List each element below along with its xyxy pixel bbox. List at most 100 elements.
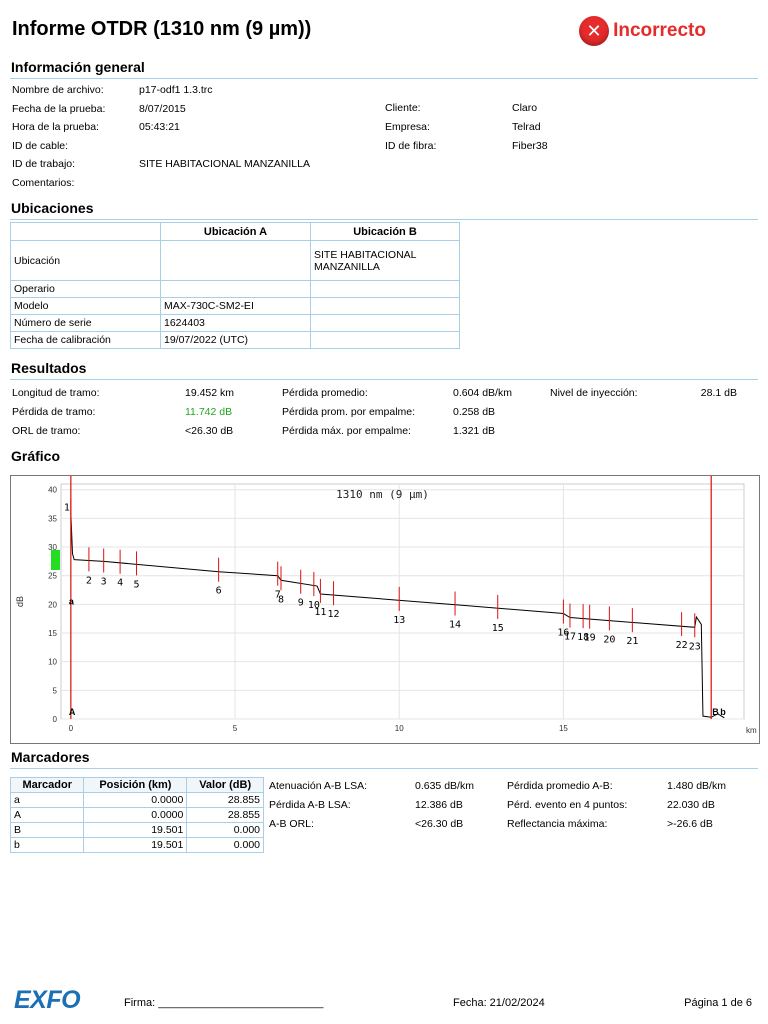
- event-label: 13: [393, 615, 405, 626]
- y-tick-label: 10: [48, 658, 57, 667]
- location-cell-label: Operario: [10, 280, 161, 298]
- general-field-label: Hora de la prueba:: [12, 121, 99, 133]
- x-tick-label: 10: [395, 724, 404, 733]
- marker-row: B 19.501 0.000: [9, 822, 264, 838]
- exfo-logo: EXFO: [14, 986, 81, 1014]
- marker-stat-value: 12.386 dB: [415, 799, 463, 811]
- marker-row: A 0.0000 28.855: [9, 807, 264, 823]
- general-field-value: SITE HABITACIONAL MANZANILLA: [139, 158, 310, 170]
- general-right-value: Telrad: [512, 121, 541, 133]
- general-right-label: Cliente:: [385, 102, 421, 114]
- result-value: 0.604 dB/km: [453, 387, 512, 399]
- event-label: 7: [275, 590, 281, 601]
- marker-stat-value: 0.635 dB/km: [415, 780, 474, 792]
- col-location-b: Ubicación B: [310, 222, 460, 241]
- general-field-value: 8/07/2015: [139, 102, 186, 115]
- otdr-graph[interactable]: 0 5 10 15 0 5 10 15 20 25 30 35 40 km dB 1310 nm (9 µm)…: [10, 475, 760, 744]
- marker-row: a 0.0000 28.855: [9, 792, 264, 808]
- general-right-label: ID de fibra:: [385, 140, 437, 152]
- event-label: 23: [689, 641, 701, 652]
- location-cell-a: [160, 240, 311, 281]
- y-tick-label: 0: [53, 715, 58, 724]
- marker-stat-value: 1.480 dB/km: [667, 780, 726, 792]
- marker-cell: B: [9, 822, 85, 838]
- x-axis-label: km: [746, 726, 757, 735]
- event-label: 8: [278, 594, 284, 605]
- result-label: Pérdida de tramo:: [12, 406, 96, 418]
- event-label: 6: [216, 586, 222, 597]
- result-label: Pérdida máx. por empalme:: [282, 425, 411, 437]
- marker-stat-label: Pérdida promedio A-B:: [507, 780, 613, 792]
- marker-stat-label: Pérdida A-B LSA:: [269, 799, 351, 811]
- fail-icon: ✕: [579, 16, 610, 46]
- section-results-title: Resultados: [11, 360, 87, 376]
- event-label: 19: [584, 633, 596, 644]
- markers-table: Marcador Posición (km) Valor (dB) a 0.0000 2…: [9, 777, 264, 853]
- divider: [10, 219, 758, 220]
- marker-stat-value: 22.030 dB: [667, 799, 715, 811]
- location-cell-a: 1624403: [160, 314, 311, 332]
- general-right-label: Empresa:: [385, 121, 430, 133]
- general-field-value: 05:43:21: [139, 121, 180, 133]
- event-label: 20: [603, 634, 615, 645]
- location-row: Ubicación SITE HABITACIONAL MANZANILLA: [10, 240, 460, 281]
- marker-cell: 0.000: [186, 837, 264, 853]
- marker-stat-label: Atenuación A-B LSA:: [269, 780, 368, 792]
- marker-cell: 0.000: [186, 822, 264, 838]
- location-cell-label: Número de serie: [10, 314, 161, 332]
- divider: [10, 78, 758, 79]
- y-tick-label: 30: [48, 543, 57, 552]
- marker-stat-label: Reflectancia máxima:: [507, 818, 608, 830]
- result-value: 19.452 km: [185, 387, 235, 399]
- general-field-label: Fecha de la prueba:: [12, 102, 106, 115]
- status-text: Incorrecto: [613, 20, 706, 41]
- locations-corner: [10, 222, 161, 241]
- marker-row: b 19.501 0.000: [9, 837, 264, 853]
- col-location-a: Ubicación A: [160, 222, 311, 241]
- location-cell-b: [310, 297, 460, 315]
- general-field-label: ID de cable:: [12, 139, 69, 152]
- location-cell-b: SITE HABITACIONAL MANZANILLA: [310, 240, 460, 281]
- marker-cell: a: [9, 792, 85, 808]
- section-markers-title: Marcadores: [11, 749, 90, 765]
- marker-cell: 28.855: [186, 792, 264, 808]
- y-tick-label: 20: [48, 600, 57, 609]
- result-value: <26.30 dB: [185, 425, 234, 437]
- location-cell-a: 19/07/2022 (UTC): [160, 331, 311, 349]
- divider: [10, 768, 758, 769]
- signature-line: Firma: ___________________________: [124, 997, 324, 1009]
- location-cell-b: [310, 314, 460, 332]
- marker-cell: 0.0000: [83, 792, 188, 808]
- location-row: Número de serie 1624403: [10, 314, 460, 332]
- general-field-label: ID de trabajo:: [12, 158, 76, 170]
- location-row: Modelo MAX-730C-SM2-EI: [10, 297, 460, 315]
- location-cell-label: Ubicación: [10, 240, 161, 281]
- general-right-value: Fiber38: [512, 140, 548, 152]
- x-tick-label: 0: [69, 724, 74, 733]
- result-value: 0.258 dB: [453, 406, 496, 418]
- result-value: 1.321 dB: [453, 425, 496, 437]
- general-field-value: p17-odf1 1.3.trc: [139, 84, 213, 96]
- locations-table: Ubicación A Ubicación B Ubicación SITE HA…: [10, 222, 460, 349]
- page-number: Página 1 de 6: [684, 997, 752, 1009]
- event-label: 10: [308, 600, 320, 611]
- location-cell-a: [160, 280, 311, 298]
- result-label: ORL de tramo:: [12, 425, 81, 437]
- section-locations-title: Ubicaciones: [11, 200, 94, 216]
- event-label: 3: [101, 577, 107, 588]
- y-tick-label: 25: [48, 572, 57, 581]
- marker-cell: 19.501: [83, 822, 188, 838]
- result-value: 28.1 dB: [700, 387, 737, 399]
- event-label: 22: [676, 640, 688, 651]
- result-label: Pérdida promedio:: [282, 387, 368, 399]
- event-label: 21: [626, 636, 638, 647]
- markers-col-header: Valor (dB): [186, 777, 264, 793]
- marker-label-b: b: [720, 707, 726, 717]
- marker-stat-label: A-B ORL:: [269, 818, 314, 830]
- result-label: Longitud de tramo:: [12, 387, 100, 399]
- injection-level-indicator: [51, 549, 60, 570]
- status-badge: ✕ Incorrecto: [579, 16, 706, 46]
- event-label: 1: [64, 503, 70, 514]
- location-cell-b: [310, 280, 460, 298]
- event-label: 14: [449, 620, 461, 631]
